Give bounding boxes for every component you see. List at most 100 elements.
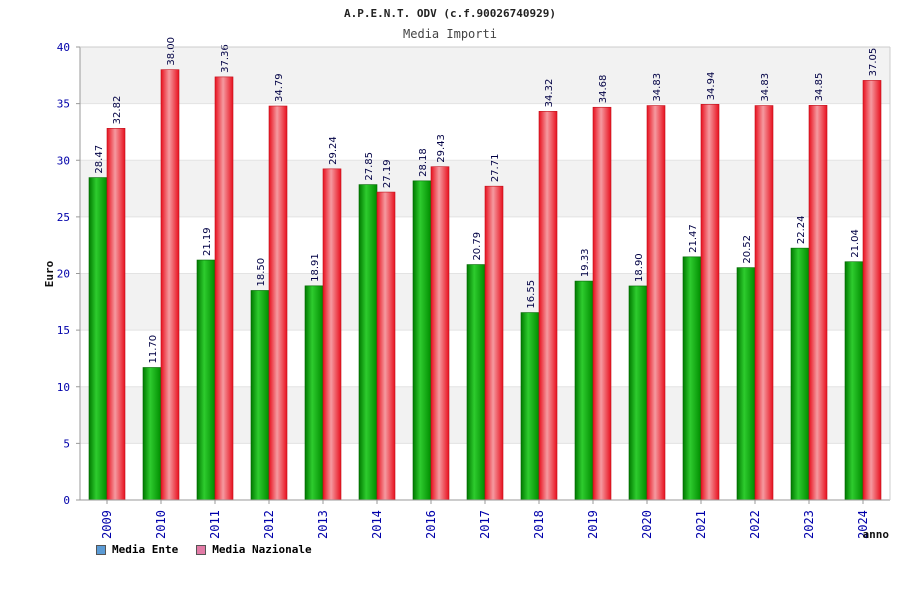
bar-media-nazionale (376, 191, 396, 501)
bar-media-nazionale (322, 168, 342, 501)
legend-item-nazionale: Media Nazionale (196, 543, 312, 556)
x-tick-label: 2019 (586, 510, 600, 539)
value-label-media-ente: 21.04 (850, 229, 861, 258)
bar-media-ente (358, 184, 378, 501)
chart-title: A.P.E.N.T. ODV (c.f.90026740929) (344, 7, 556, 20)
legend-swatch-ente (96, 544, 106, 555)
x-tick-label: 2024 (856, 510, 870, 539)
bar-media-ente (682, 256, 702, 501)
y-tick-label: 30 (57, 154, 70, 167)
legend-item-ente: Media Ente (96, 543, 178, 556)
bar-media-nazionale (430, 166, 450, 501)
value-label-media-ente: 28.47 (94, 145, 105, 174)
bar-media-ente (628, 285, 648, 501)
x-tick-label: 2021 (694, 510, 708, 539)
value-label-media-ente: 22.24 (796, 215, 807, 244)
y-tick-label: 40 (57, 41, 70, 54)
x-tick-label: 2010 (154, 510, 168, 539)
bar-media-ente (304, 285, 324, 501)
value-label-media-nazionale: 34.79 (274, 73, 285, 102)
value-label-media-ente: 28.18 (418, 148, 429, 177)
value-label-media-nazionale: 38.00 (166, 37, 177, 66)
legend-label-nazionale: Media Nazionale (212, 543, 312, 556)
x-tick-label: 2023 (802, 510, 816, 539)
bar-media-nazionale (754, 105, 774, 501)
value-label-media-ente: 18.90 (634, 253, 645, 282)
value-label-media-ente: 21.47 (688, 224, 699, 253)
legend: Media Ente Media Nazionale (96, 543, 312, 556)
bar-media-ente (574, 280, 594, 501)
bar-media-nazionale (700, 104, 720, 501)
x-axis-ticks: 2009 2010 2011 2012 2013 2014 2016 2017 2018 2019… (100, 500, 870, 539)
x-tick-label: 2011 (208, 510, 222, 539)
x-axis-label: anno (863, 528, 890, 541)
y-axis-ticks: 0 5 10 15 20 25 30 35 40 (57, 41, 80, 507)
legend-swatch-nazionale (196, 544, 207, 555)
bar-media-ente (412, 180, 432, 501)
y-tick-label: 20 (57, 268, 70, 281)
bar-media-ente (736, 267, 756, 501)
bar-media-ente (790, 247, 810, 501)
x-tick-label: 2017 (478, 510, 492, 539)
value-label-media-ente: 20.79 (472, 232, 483, 261)
x-tick-label: 2009 (100, 510, 114, 539)
bar-media-nazionale (592, 106, 612, 501)
value-label-media-ente: 11.70 (148, 335, 159, 364)
value-label-media-ente: 18.50 (256, 258, 267, 287)
value-label-media-nazionale: 27.71 (490, 154, 501, 183)
bar-media-ente (466, 264, 486, 501)
y-tick-label: 25 (57, 211, 70, 224)
bar-media-nazionale (808, 105, 828, 501)
x-tick-label: 2018 (532, 510, 546, 539)
bar-media-ente (250, 290, 270, 501)
x-tick-label: 2013 (316, 510, 330, 539)
value-label-media-nazionale: 37.36 (220, 44, 231, 73)
bar-media-nazionale (106, 128, 126, 501)
bar-media-ente (142, 367, 162, 501)
value-labels: 28.47 32.82 11.70 38.00 21.19 37.36 18.50 34.79… (94, 37, 879, 363)
y-axis-label: Euro (43, 260, 56, 287)
value-label-media-ente: 27.85 (364, 152, 375, 181)
value-label-media-ente: 21.19 (202, 227, 213, 256)
value-label-media-nazionale: 29.43 (436, 134, 447, 163)
value-label-media-nazionale: 34.68 (598, 75, 609, 104)
bar-media-ente (196, 259, 216, 501)
value-label-media-ente: 18.91 (310, 253, 321, 282)
bar-media-nazionale (484, 185, 504, 501)
bar-media-nazionale (268, 105, 288, 501)
value-label-media-nazionale: 34.83 (760, 73, 771, 102)
x-tick-label: 2022 (748, 510, 762, 539)
bar-media-nazionale (214, 76, 234, 501)
bar-media-nazionale (862, 80, 882, 501)
bar-media-nazionale (160, 69, 180, 501)
y-tick-label: 10 (57, 381, 70, 394)
value-label-media-nazionale: 32.82 (112, 96, 123, 125)
y-tick-label: 15 (57, 324, 70, 337)
bar-media-nazionale (538, 111, 558, 501)
y-tick-label: 0 (63, 494, 70, 507)
value-label-media-ente: 16.55 (526, 280, 537, 309)
value-label-media-nazionale: 34.32 (544, 79, 555, 108)
legend-label-ente: Media Ente (112, 543, 179, 556)
x-tick-label: 2012 (262, 510, 276, 539)
value-label-media-nazionale: 34.85 (814, 73, 825, 102)
value-label-media-nazionale: 34.94 (706, 72, 717, 101)
bar-media-ente (88, 177, 108, 501)
chart-subtitle: Media Importi (403, 27, 497, 41)
value-label-media-nazionale: 27.19 (382, 159, 393, 188)
bar-media-ente (520, 312, 540, 501)
x-tick-label: 2020 (640, 510, 654, 539)
value-label-media-nazionale: 34.83 (652, 73, 663, 102)
value-label-media-ente: 20.52 (742, 235, 753, 264)
x-tick-label: 2016 (424, 510, 438, 539)
bar-media-nazionale (646, 105, 666, 501)
y-tick-label: 35 (57, 98, 70, 111)
bar-media-ente (844, 261, 864, 501)
bars (88, 69, 882, 501)
y-tick-label: 5 (63, 437, 70, 450)
value-label-media-ente: 19.33 (580, 248, 591, 277)
value-label-media-nazionale: 37.05 (868, 48, 879, 77)
value-label-media-nazionale: 29.24 (328, 136, 339, 165)
x-tick-label: 2014 (370, 510, 384, 539)
